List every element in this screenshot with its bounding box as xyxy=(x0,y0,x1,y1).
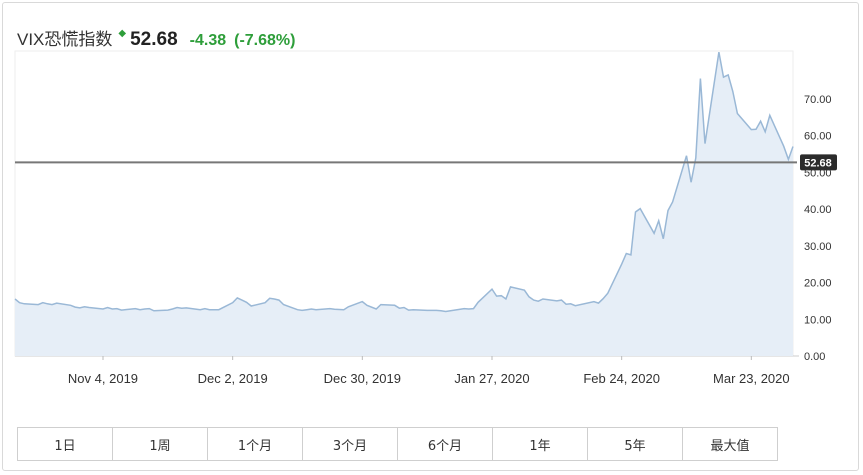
range-button-1[interactable]: 1周 xyxy=(113,428,208,460)
y-tick-label: 50.00 xyxy=(804,167,832,179)
range-button-6[interactable]: 5年 xyxy=(588,428,683,460)
price-change-percent: (-7.68%) xyxy=(234,32,296,49)
price-chart[interactable]: 52.68 0.00 10.00 20.00 30.00 40.00 50.00 60.00… xyxy=(3,3,860,423)
current-price: 52.68 xyxy=(130,29,178,50)
y-tick-label: 20.00 xyxy=(804,278,832,290)
range-button-7[interactable]: 最大值 xyxy=(683,428,777,460)
down-arrow-icon: ◆ xyxy=(118,28,127,39)
x-tick-label: Feb 24, 2020 xyxy=(583,371,660,386)
y-tick-label: 0.00 xyxy=(804,351,825,363)
y-tick-label: 30.00 xyxy=(804,241,832,253)
index-title: VIX恐慌指数 xyxy=(17,30,113,49)
x-tick-label: Jan 27, 2020 xyxy=(454,371,529,386)
y-tick-label: 60.00 xyxy=(804,131,832,143)
x-tick-label: Dec 2, 2019 xyxy=(198,371,268,386)
price-line xyxy=(14,51,794,313)
y-tick-label: 10.00 xyxy=(804,314,832,326)
x-tick-label: Dec 30, 2019 xyxy=(324,371,401,386)
range-button-3[interactable]: 3个月 xyxy=(303,428,398,460)
range-button-0[interactable]: 1日 xyxy=(18,428,113,460)
quote-header: VIX恐慌指数 ◆ 52.68 -4.38 (-7.68%) xyxy=(17,25,295,51)
range-button-5[interactable]: 1年 xyxy=(493,428,588,460)
range-button-4[interactable]: 6个月 xyxy=(398,428,493,460)
current-price-label: 52.68 xyxy=(804,157,832,169)
current-price-tag: 52.68 xyxy=(800,154,837,171)
x-tick-label: Nov 4, 2019 xyxy=(68,371,138,386)
y-tick-label: 40.00 xyxy=(804,204,832,216)
y-tick-label: 70.00 xyxy=(804,94,832,106)
x-tick-label: Mar 23, 2020 xyxy=(713,371,790,386)
price-area-fill xyxy=(15,52,793,356)
time-range-selector: 1日 1周 1个月 3个月 6个月 1年 5年 最大值 xyxy=(17,427,778,461)
range-button-2[interactable]: 1个月 xyxy=(208,428,303,460)
price-change: -4.38 xyxy=(189,32,227,49)
